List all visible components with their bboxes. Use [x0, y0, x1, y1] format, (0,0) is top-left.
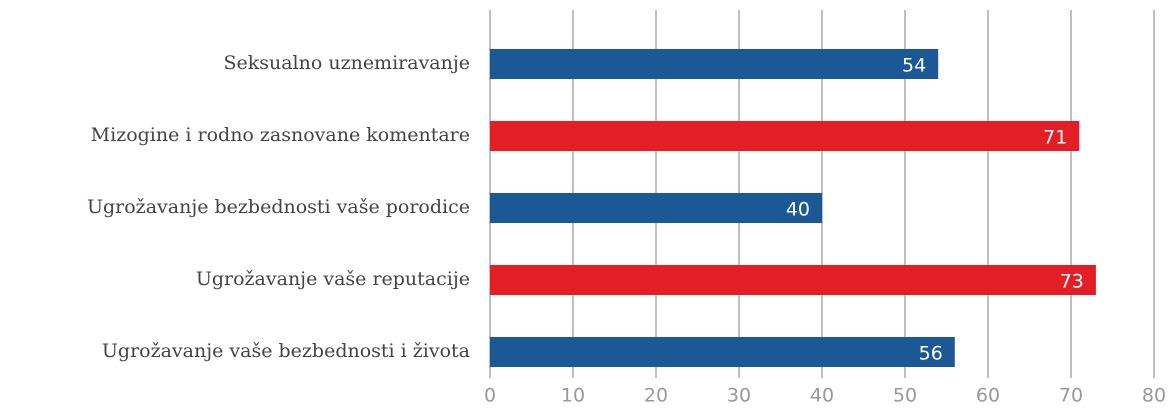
y-tick-label: Seksualno uznemiravanje: [223, 52, 470, 74]
data-label: 71: [1043, 127, 1067, 149]
y-tick-label: Ugrožavanje vaše bezbednosti i života: [102, 340, 470, 362]
bar: [490, 193, 822, 223]
y-tick-label: Ugrožavanje vaše reputacije: [196, 268, 470, 290]
data-label: 40: [786, 199, 810, 221]
bar: [490, 49, 939, 79]
x-tick-label: 50: [893, 385, 917, 407]
x-tick-label: 30: [727, 385, 751, 407]
x-tick-label: 20: [644, 385, 668, 407]
bar: [490, 121, 1080, 151]
data-label: 54: [902, 55, 926, 77]
x-tick-label: 10: [561, 385, 585, 407]
data-label: 56: [919, 343, 943, 365]
x-tick-label: 70: [1059, 385, 1083, 407]
bar: [490, 337, 955, 367]
data-label: 73: [1060, 271, 1084, 293]
x-tick-label: 40: [810, 385, 834, 407]
x-tick-label: 0: [484, 385, 496, 407]
x-tick-label: 60: [976, 385, 1000, 407]
bar: [490, 265, 1096, 295]
y-tick-label: Ugrožavanje bezbednosti vaše porodice: [87, 196, 470, 218]
y-tick-label: Mizogine i rodno zasnovane komentare: [91, 124, 470, 146]
x-tick-label: 80: [1142, 385, 1166, 407]
